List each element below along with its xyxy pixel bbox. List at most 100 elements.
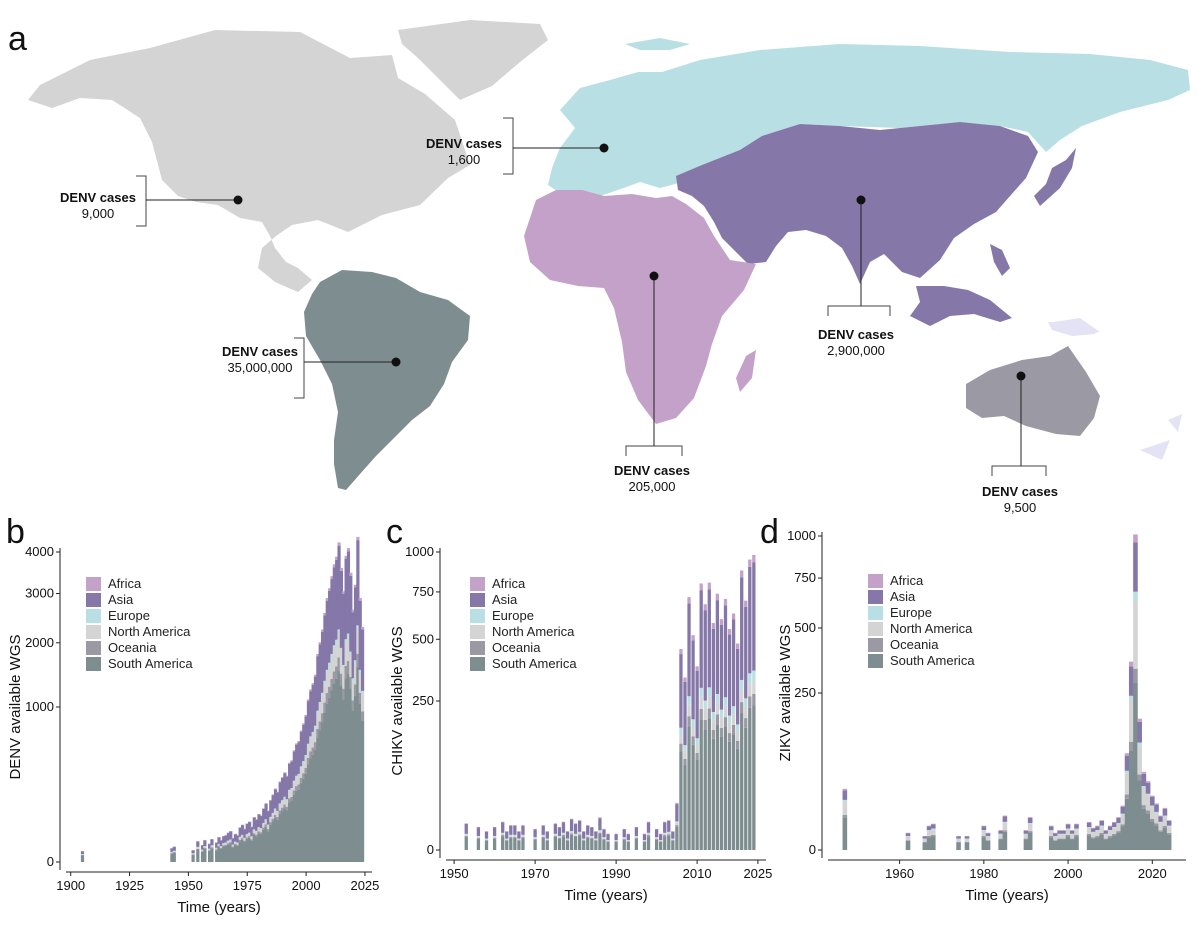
- bar-segment: [634, 835, 639, 837]
- bar-segment: [353, 587, 358, 661]
- bar-segment: [233, 834, 238, 842]
- bar-segment: [1095, 825, 1100, 827]
- bar-segment: [464, 835, 468, 837]
- bar-segment: [1120, 806, 1126, 814]
- y-tick-label: 3000: [25, 586, 54, 601]
- bar-segment: [565, 840, 570, 841]
- bar-segment: [273, 808, 278, 810]
- legend-label: Europe: [890, 605, 932, 620]
- bar-segment: [634, 826, 639, 828]
- bar-segment: [501, 821, 505, 823]
- legend-swatch: [470, 657, 485, 671]
- bar-segment: [1112, 827, 1117, 828]
- bar-segment: [922, 841, 928, 843]
- bar-segment: [586, 825, 590, 826]
- bar-segment: [703, 604, 707, 611]
- bar-segment: [311, 683, 315, 686]
- bar-segment: [222, 845, 226, 847]
- bar-segment: [727, 741, 732, 850]
- bar-segment: [521, 836, 525, 838]
- bar-segment: [1116, 817, 1121, 824]
- bar-segment: [744, 727, 748, 850]
- bar-segment: [304, 756, 308, 768]
- bar-segment: [316, 728, 320, 738]
- bar-segment: [1116, 817, 1121, 818]
- bar-segment: [727, 715, 732, 724]
- bar-segment: [1150, 818, 1155, 822]
- cases-title: DENV cases: [222, 344, 298, 359]
- bar-segment: [1120, 824, 1126, 827]
- bar-segment: [349, 655, 353, 677]
- bar-segment: [1112, 822, 1117, 828]
- bar-segment: [573, 824, 578, 834]
- region-philippines: [990, 244, 1010, 276]
- bar-segment: [501, 835, 505, 837]
- bar-segment: [320, 692, 325, 696]
- bar-segment: [646, 835, 651, 837]
- bar-segment: [330, 576, 334, 580]
- bar-segment: [922, 842, 928, 850]
- bar-segment: [1074, 823, 1079, 825]
- bar-segment: [634, 838, 639, 850]
- bar-segment: [259, 834, 263, 862]
- bar-segment: [736, 724, 740, 732]
- bar-segment: [288, 802, 292, 862]
- bar-segment: [1002, 816, 1008, 822]
- bar-segment: [719, 625, 724, 710]
- bar-segment: [332, 671, 336, 684]
- bar-segment: [602, 828, 606, 830]
- bar-segment: [351, 681, 355, 701]
- bar-segment: [349, 676, 353, 689]
- bar-segment: [1112, 835, 1117, 850]
- bar-segment: [259, 828, 263, 833]
- bar-segment: [998, 833, 1003, 835]
- bar-segment: [215, 850, 219, 862]
- bar-segment: [276, 791, 280, 793]
- bar-segment: [998, 834, 1003, 839]
- bar-segment: [337, 670, 341, 862]
- bar-segment: [679, 648, 683, 655]
- bar-segment: [210, 845, 214, 848]
- bar-segment: [703, 729, 707, 850]
- bar-segment: [715, 724, 720, 850]
- x-tick-label: 1950: [440, 866, 469, 881]
- region-australia: [966, 346, 1100, 436]
- bar-segment: [222, 843, 226, 844]
- bar-segment: [517, 831, 521, 832]
- bar-segment: [748, 707, 752, 850]
- y-tick-label: 1000: [405, 544, 434, 559]
- bar-segment: [752, 670, 756, 681]
- bar-segment: [1154, 803, 1159, 805]
- bar-segment: [1027, 817, 1033, 824]
- bar-segment: [250, 840, 254, 862]
- bar-segment: [736, 643, 740, 649]
- bar-segment: [1124, 770, 1130, 774]
- bar-segment: [351, 612, 355, 679]
- bar-segment: [262, 808, 266, 823]
- bar-segment: [711, 628, 715, 712]
- bar-segment: [358, 703, 362, 862]
- bar-segment: [290, 788, 294, 790]
- bar-segment: [337, 545, 341, 630]
- bar-segment: [521, 837, 525, 850]
- bar-segment: [207, 848, 212, 851]
- bar-segment: [233, 833, 238, 835]
- bar-segment: [683, 758, 687, 766]
- bar-segment: [240, 824, 245, 826]
- bar-segment: [748, 683, 752, 697]
- bar-segment: [553, 824, 558, 834]
- y-axis-title: ZIKV available WGS: [777, 625, 794, 762]
- bar-segment: [586, 836, 590, 838]
- bar-segment: [328, 686, 332, 698]
- bar-segment: [356, 625, 360, 630]
- bar-segment: [505, 838, 509, 840]
- bar-segment: [557, 837, 562, 839]
- bar-segment: [1128, 741, 1134, 751]
- bar-segment: [1158, 816, 1164, 822]
- bar-segment: [1095, 830, 1100, 831]
- bar-segment: [266, 825, 271, 830]
- bar-segment: [243, 829, 247, 838]
- bar-segment: [541, 836, 545, 838]
- y-tick-label: 750: [412, 584, 434, 599]
- bar-segment: [266, 829, 271, 832]
